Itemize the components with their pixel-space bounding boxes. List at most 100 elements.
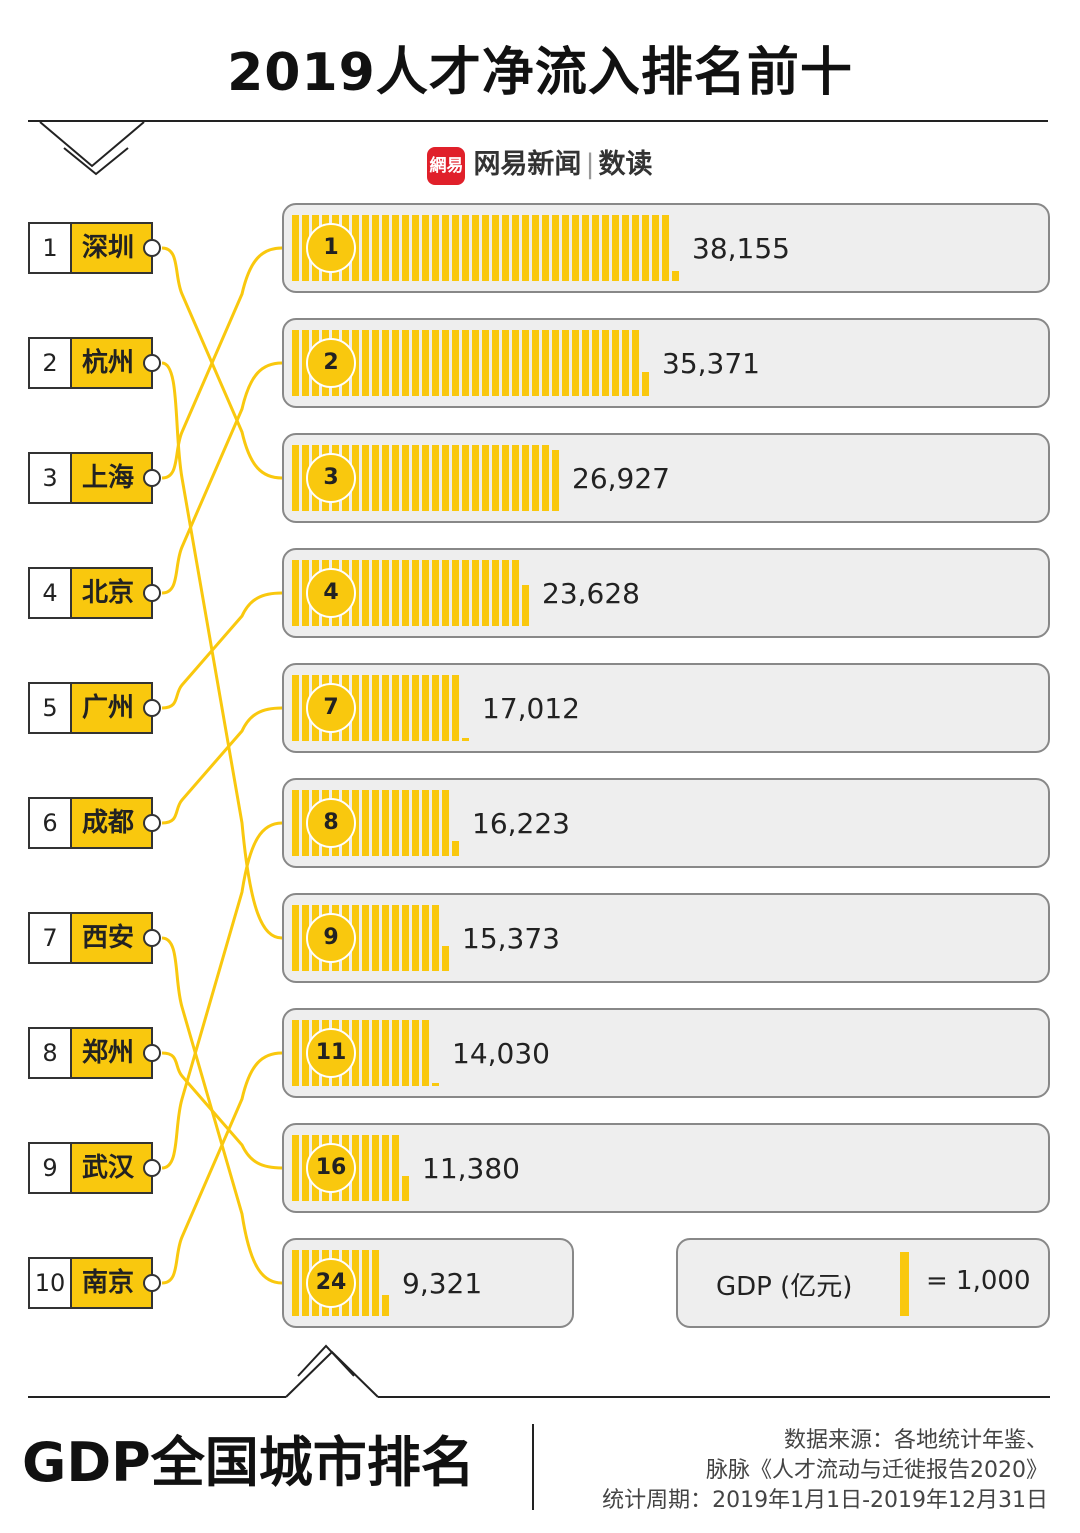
gdp-rank-circle: 9 — [306, 913, 356, 963]
gdp-rank-circle: 3 — [306, 453, 356, 503]
gdp-bar-unit — [402, 790, 409, 856]
gdp-bar-unit — [462, 215, 469, 281]
gdp-bar-unit — [372, 215, 379, 281]
gdp-bar-unit — [452, 675, 459, 741]
city-label: 2 杭州 — [28, 337, 161, 389]
gdp-value-label: 17,012 — [482, 692, 580, 725]
gdp-bar-unit — [292, 330, 299, 396]
gdp-rank-circle: 24 — [306, 1258, 356, 1308]
connector-line — [161, 591, 283, 710]
talent-rank: 2 — [42, 349, 58, 377]
gdp-bar-unit — [452, 330, 459, 396]
legend-label: GDP (亿元) — [716, 1272, 853, 1302]
connector-line — [161, 361, 283, 940]
gdp-bar-unit — [552, 215, 559, 281]
gdp-value-label: 26,927 — [572, 462, 670, 495]
gdp-bar-unit — [402, 215, 409, 281]
gdp-bar-unit — [422, 1020, 429, 1086]
brand-separator: | — [585, 149, 595, 180]
gdp-bar-unit — [412, 330, 419, 396]
gdp-rank-circle: 2 — [306, 338, 356, 388]
gdp-bar-unit — [362, 905, 369, 971]
gdp-row-box — [282, 1008, 1050, 1098]
gdp-bar-unit — [572, 330, 579, 396]
city-label: 4 北京 — [28, 567, 161, 619]
gdp-bar-unit — [372, 790, 379, 856]
gdp-rank-circle: 1 — [306, 223, 356, 273]
gdp-bar-unit — [392, 330, 399, 396]
gdp-bar-unit — [392, 905, 399, 971]
gdp-bar-partial — [402, 1176, 409, 1201]
gdp-bar-unit — [382, 560, 389, 626]
gdp-bar-unit — [302, 1020, 309, 1086]
gdp-bar-unit — [482, 215, 489, 281]
gdp-bar-unit — [502, 215, 509, 281]
connector-line — [161, 1051, 283, 1170]
connector-dot — [143, 354, 161, 372]
gdp-row-box — [282, 778, 1050, 868]
gdp-bar-unit — [372, 675, 379, 741]
gdp-bar-unit — [402, 330, 409, 396]
gdp-bar-partial — [552, 450, 559, 511]
gdp-value-label: 14,030 — [452, 1037, 550, 1070]
gdp-bar-unit — [472, 330, 479, 396]
gdp-bar-unit — [412, 445, 419, 511]
gdp-value-label: 38,155 — [692, 232, 790, 265]
talent-rank: 4 — [42, 579, 58, 607]
gdp-bar-unit — [472, 560, 479, 626]
gdp-bar-partial — [442, 946, 449, 971]
connector-dot — [143, 584, 161, 602]
gdp-bar-unit — [432, 790, 439, 856]
gdp-rank-circle: 11 — [306, 1028, 356, 1078]
gdp-bar-unit — [452, 560, 459, 626]
gdp-bar-unit — [432, 560, 439, 626]
city-label: 9 武汉 — [28, 1142, 161, 1194]
gdp-row-box — [282, 318, 1050, 408]
gdp-bar-unit — [302, 675, 309, 741]
connector-dot — [143, 469, 161, 487]
footer-title: GDP全国城市排名 — [22, 1431, 475, 1494]
gdp-bar-unit — [502, 445, 509, 511]
talent-rank: 8 — [42, 1039, 58, 1067]
gdp-bar-unit — [472, 445, 479, 511]
gdp-bar-unit — [382, 445, 389, 511]
gdp-bar-partial — [672, 271, 679, 281]
gdp-bar-unit — [542, 215, 549, 281]
gdp-bar-unit — [552, 330, 559, 396]
gdp-bar-unit — [362, 330, 369, 396]
connector-dot — [143, 814, 161, 832]
gdp-bar-unit — [372, 1250, 379, 1316]
gdp-row-box — [282, 1123, 1050, 1213]
gdp-bar-unit — [402, 675, 409, 741]
top-divider — [28, 120, 1048, 122]
gdp-bar-unit — [292, 1135, 299, 1201]
gdp-bar-unit — [392, 560, 399, 626]
gdp-bar-unit — [292, 905, 299, 971]
gdp-bar-unit — [532, 215, 539, 281]
city-name: 郑州 — [70, 1029, 151, 1077]
city-label: 8 郑州 — [28, 1027, 161, 1079]
gdp-bar-unit — [362, 790, 369, 856]
brand-name: 网易新闻 — [473, 149, 582, 180]
gdp-bar-unit — [422, 330, 429, 396]
gdp-rank-circle: 4 — [306, 568, 356, 618]
city-name: 杭州 — [70, 339, 151, 387]
bottom-divider-right — [378, 1396, 1050, 1398]
gdp-bar-unit — [442, 560, 449, 626]
gdp-bar-unit — [542, 445, 549, 511]
gdp-bar-unit — [372, 1135, 379, 1201]
gdp-bar-unit — [292, 1020, 299, 1086]
gdp-bar-unit — [442, 445, 449, 511]
gdp-rank-circle: 8 — [306, 798, 356, 848]
netease-logo-icon: 網易 — [427, 146, 466, 185]
gdp-bar-unit — [382, 905, 389, 971]
talent-rank: 10 — [34, 1269, 66, 1297]
gdp-bar-partial — [462, 738, 469, 741]
gdp-bar-unit — [382, 790, 389, 856]
city-name: 武汉 — [70, 1144, 151, 1192]
gdp-bar-unit — [392, 675, 399, 741]
gdp-bar-unit — [482, 560, 489, 626]
gdp-bar-unit — [582, 330, 589, 396]
brand-section: 数读 — [598, 149, 653, 180]
